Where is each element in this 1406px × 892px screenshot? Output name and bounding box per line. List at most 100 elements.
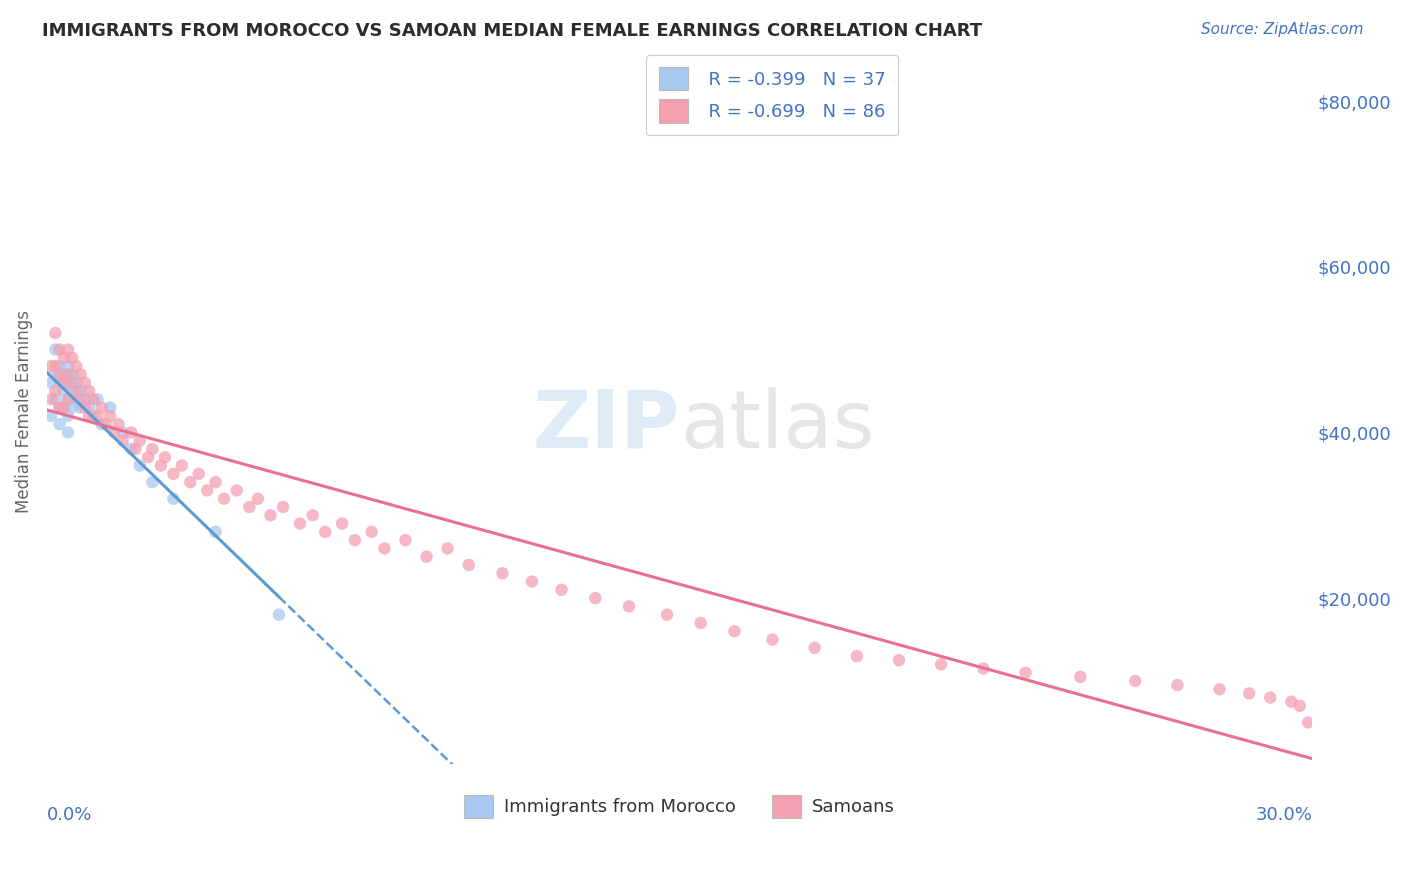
Point — [655, 607, 678, 622]
Point — [65, 359, 87, 373]
Point — [48, 368, 70, 382]
Point — [204, 524, 226, 539]
Point — [60, 401, 83, 415]
Point — [1123, 673, 1146, 688]
Point — [48, 343, 70, 357]
Point — [1237, 686, 1260, 700]
Point — [73, 401, 96, 415]
Point — [82, 392, 104, 407]
Point — [120, 425, 142, 440]
Point — [56, 359, 79, 373]
Point — [120, 442, 142, 456]
Point — [90, 401, 112, 415]
Point — [69, 392, 91, 407]
Point — [301, 508, 323, 523]
Point — [86, 392, 108, 407]
Point — [56, 425, 79, 440]
Point — [111, 434, 134, 448]
Point — [86, 409, 108, 423]
Point — [48, 359, 70, 373]
Point — [52, 401, 75, 415]
Point — [60, 368, 83, 382]
Point — [238, 500, 260, 514]
Point — [124, 442, 146, 456]
Point — [69, 401, 91, 415]
Point — [60, 384, 83, 398]
Point — [271, 500, 294, 514]
Point — [56, 343, 79, 357]
Point — [73, 376, 96, 390]
Point — [48, 417, 70, 431]
Text: ZIP: ZIP — [533, 387, 679, 465]
Point — [1288, 698, 1310, 713]
Point — [77, 384, 100, 398]
Point — [1166, 678, 1188, 692]
Point — [48, 376, 70, 390]
Point — [761, 632, 783, 647]
Text: 30.0%: 30.0% — [1256, 806, 1312, 824]
Point — [107, 417, 129, 431]
Point — [56, 392, 79, 407]
Point — [39, 376, 62, 390]
Point — [929, 657, 952, 672]
Point — [1258, 690, 1281, 705]
Point — [136, 450, 159, 465]
Point — [520, 574, 543, 589]
Point — [394, 533, 416, 548]
Point — [60, 351, 83, 365]
Point — [44, 392, 66, 407]
Point — [128, 458, 150, 473]
Point — [288, 516, 311, 531]
Point — [60, 376, 83, 390]
Point — [1208, 682, 1230, 697]
Point — [343, 533, 366, 548]
Point — [141, 442, 163, 456]
Point — [56, 376, 79, 390]
Point — [44, 343, 66, 357]
Point — [98, 409, 121, 423]
Point — [162, 467, 184, 481]
Point — [103, 425, 125, 440]
Point — [550, 582, 572, 597]
Point — [52, 384, 75, 398]
Point — [69, 368, 91, 382]
Point — [44, 359, 66, 373]
Point — [1296, 715, 1319, 730]
Text: IMMIGRANTS FROM MOROCCO VS SAMOAN MEDIAN FEMALE EARNINGS CORRELATION CHART: IMMIGRANTS FROM MOROCCO VS SAMOAN MEDIAN… — [42, 22, 983, 40]
Point — [689, 615, 711, 630]
Point — [1069, 670, 1091, 684]
Point — [491, 566, 513, 581]
Point — [44, 326, 66, 340]
Point — [195, 483, 218, 498]
Point — [128, 434, 150, 448]
Point — [457, 558, 479, 572]
Point — [187, 467, 209, 481]
Point — [73, 392, 96, 407]
Point — [65, 384, 87, 398]
Point — [204, 475, 226, 490]
Point — [259, 508, 281, 523]
Point — [39, 359, 62, 373]
Point — [436, 541, 458, 556]
Point — [111, 425, 134, 440]
Point — [48, 401, 70, 415]
Point — [415, 549, 437, 564]
Point — [887, 653, 910, 667]
Point — [723, 624, 745, 639]
Point — [153, 450, 176, 465]
Point — [56, 409, 79, 423]
Point — [52, 351, 75, 365]
Point — [803, 640, 825, 655]
Point — [98, 401, 121, 415]
Point — [179, 475, 201, 490]
Point — [82, 409, 104, 423]
Point — [65, 376, 87, 390]
Point — [94, 417, 117, 431]
Point — [267, 607, 290, 622]
Point — [212, 491, 235, 506]
Point — [44, 384, 66, 398]
Point — [52, 376, 75, 390]
Point — [330, 516, 353, 531]
Point — [52, 401, 75, 415]
Point — [162, 491, 184, 506]
